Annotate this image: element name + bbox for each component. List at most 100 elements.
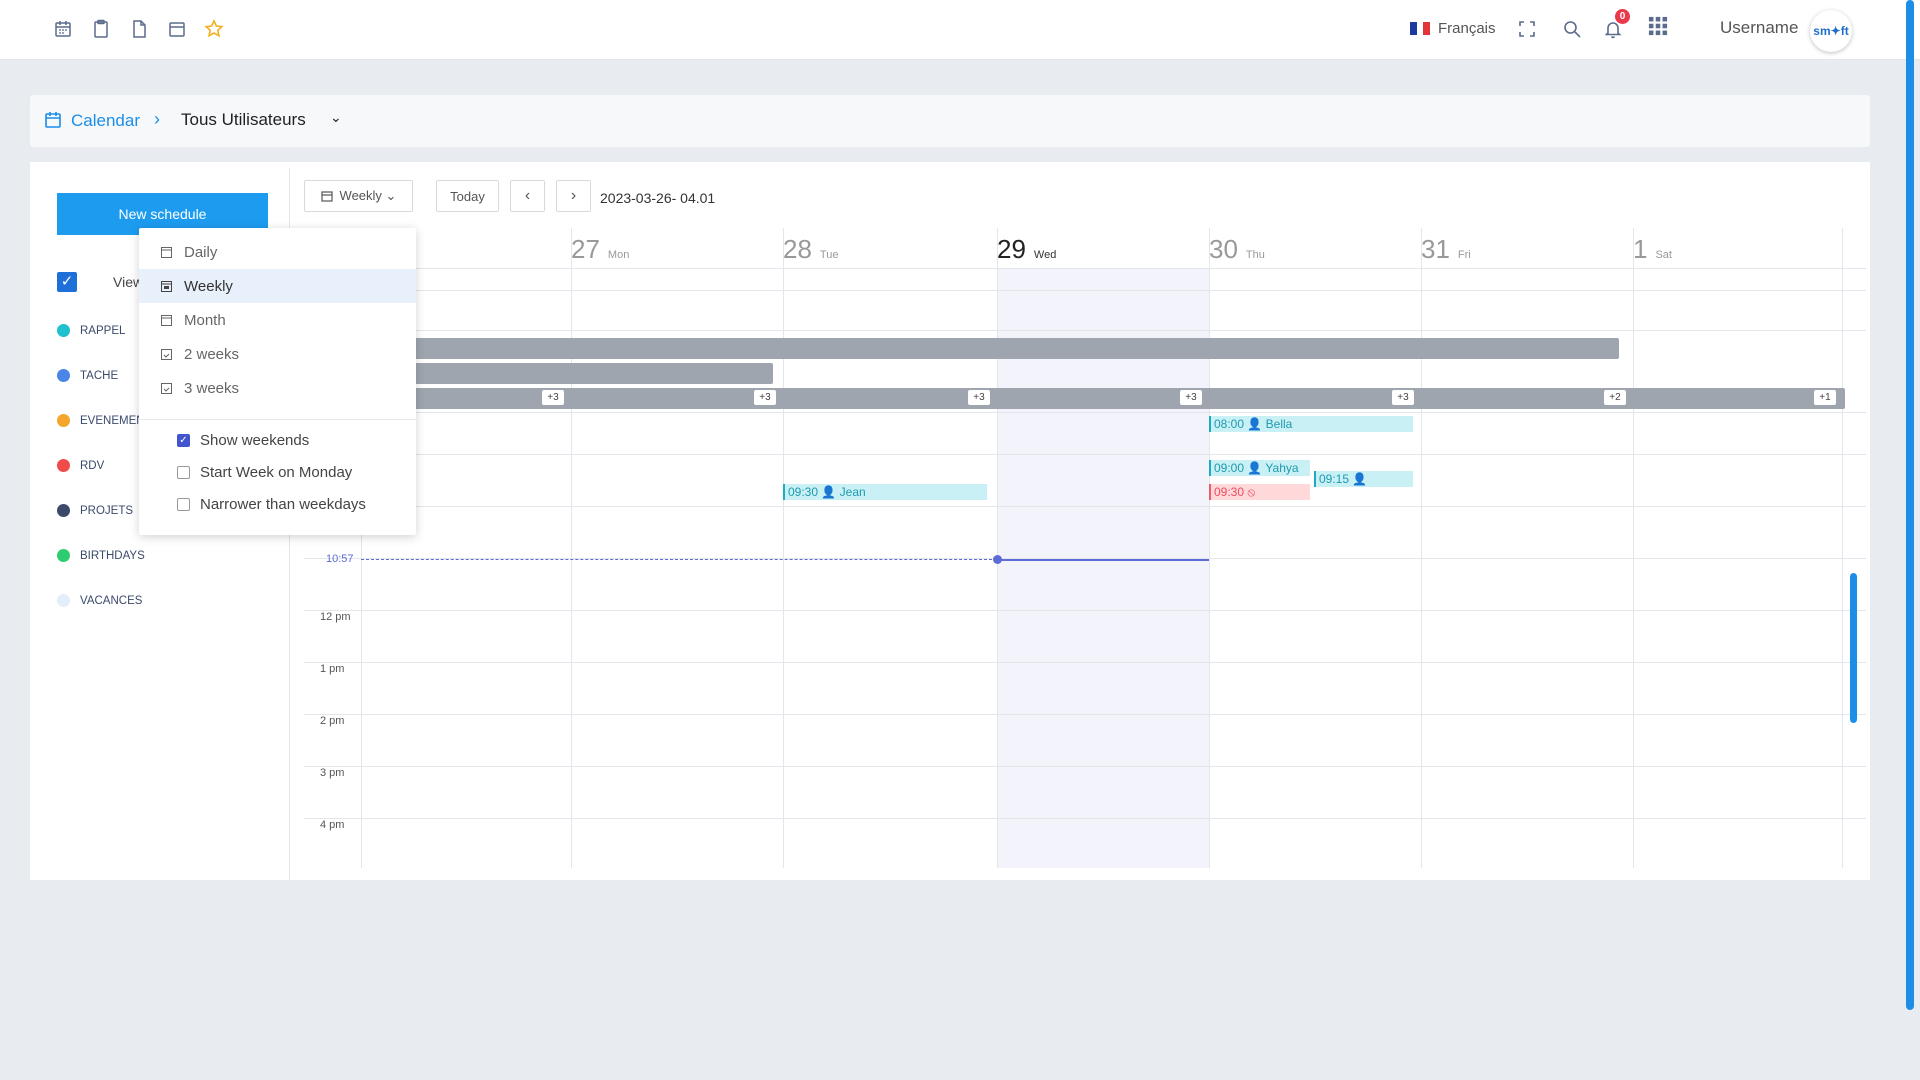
menu-item-2-weeks[interactable]: 2 weeks [139, 337, 416, 371]
chevron-down-icon[interactable]: ⌄ [330, 109, 342, 125]
calendar-scrollbar[interactable] [1850, 573, 1857, 723]
view-dropdown-menu: Daily Weekly Month 2 weeks 3 weeks ✓ Sho… [139, 228, 416, 535]
top-bar: Français 0 Username sm✦ft [0, 0, 1920, 60]
more-count[interactable]: +3 [754, 390, 776, 405]
legend-item-vacances[interactable]: VACANCES [57, 594, 142, 607]
option-narrower-weekends[interactable]: Narrower than weekdays [177, 496, 366, 513]
language-label: Français [1438, 20, 1496, 37]
day-header-thu[interactable]: 30 Thu [1209, 234, 1265, 264]
day-header-wed[interactable]: 29 Wed [997, 234, 1057, 264]
calendar-icon [320, 191, 333, 202]
prev-button[interactable]: ‹ [510, 180, 545, 212]
grid-line [304, 412, 1866, 413]
more-count[interactable]: +3 [1180, 390, 1202, 405]
menu-item-3-weeks[interactable]: 3 weeks [139, 371, 416, 405]
more-count[interactable]: +2 [1604, 390, 1626, 405]
file-icon[interactable] [129, 19, 149, 41]
more-count[interactable]: +1 [1814, 390, 1836, 405]
current-time-line-today [997, 559, 1209, 561]
bell-icon[interactable] [1603, 19, 1623, 41]
legend-dot [57, 594, 70, 607]
username[interactable]: Username [1720, 18, 1799, 37]
legend-item-rappel[interactable]: RAPPEL [57, 324, 125, 337]
grid-line [304, 818, 1866, 819]
breadcrumb-current[interactable]: Tous Utilisateurs [181, 110, 306, 129]
calendar-check-icon [161, 383, 172, 394]
view-select-label: Weekly ⌄ [339, 188, 397, 203]
allday-event[interactable]: ration [361, 363, 773, 384]
legend-item-evenement[interactable]: EVENEMENT [57, 414, 152, 427]
calendar-icon [161, 281, 172, 292]
date-range: 2023-03-26- 04.01 [600, 190, 716, 206]
option-start-week-monday[interactable]: Start Week on Monday [177, 464, 352, 481]
day-header-mon[interactable]: 27 Mon [571, 234, 630, 264]
legend-dot [57, 504, 70, 517]
next-button[interactable]: › [556, 180, 591, 212]
grid-line [304, 268, 1866, 269]
legend-item-tache[interactable]: TACHE [57, 369, 118, 382]
legend-item-rdv[interactable]: RDV [57, 459, 104, 472]
avatar[interactable]: sm✦ft [1810, 10, 1852, 52]
checkbox-unchecked[interactable] [177, 498, 190, 511]
current-time-label: 10:57 [326, 553, 354, 565]
checkbox-checked[interactable]: ✓ [177, 434, 190, 447]
star-icon[interactable] [204, 19, 224, 41]
legend-item-projets[interactable]: PROJETS [57, 504, 133, 517]
event[interactable]: 08:00 👤 Bella [1209, 416, 1413, 432]
view-all-checkbox[interactable]: ✓ [57, 272, 77, 292]
flag-icon [1410, 22, 1431, 35]
today-button[interactable]: Today [436, 180, 499, 212]
allday-event[interactable]: ar [361, 338, 1619, 359]
more-count[interactable]: +3 [542, 390, 564, 405]
grid-line [304, 330, 1866, 331]
view-select[interactable]: Weekly ⌄ [304, 180, 413, 212]
legend-item-birthdays[interactable]: BIRTHDAYS [57, 549, 145, 562]
hour-label: 3 pm [320, 767, 345, 779]
grid-line [304, 610, 1866, 611]
calendar-icon [161, 315, 172, 326]
language-selector[interactable]: Français [1410, 20, 1496, 37]
event[interactable]: 09:30 👤 Jean [783, 484, 987, 500]
page-scrollbar[interactable] [1906, 0, 1914, 1010]
window-icon[interactable] [167, 19, 187, 41]
event[interactable]: 09:00 👤 Yahya [1209, 460, 1310, 476]
clipboard-icon[interactable] [91, 19, 111, 41]
menu-item-daily[interactable]: Daily [139, 235, 416, 269]
breadcrumb: Calendar › Tous Utilisateurs ⌄ [30, 95, 1870, 147]
grid-line [361, 228, 362, 868]
grid-line [1209, 228, 1210, 868]
event[interactable]: 09:30 ⦸ [1209, 484, 1310, 500]
current-time-line [361, 559, 997, 560]
day-header-fri[interactable]: 31 Fri [1421, 234, 1471, 264]
day-header-sat[interactable]: 1 Sat [1633, 234, 1672, 264]
legend-dot [57, 459, 70, 472]
more-count[interactable]: +3 [968, 390, 990, 405]
notification-badge: 0 [1615, 9, 1630, 24]
legend-dot [57, 549, 70, 562]
breadcrumb-calendar-link[interactable]: Calendar [71, 111, 140, 130]
apps-grid-icon[interactable] [1648, 16, 1668, 38]
grid-line [304, 290, 1866, 291]
more-count[interactable]: +3 [1392, 390, 1414, 405]
legend-dot [57, 414, 70, 427]
menu-item-month[interactable]: Month [139, 303, 416, 337]
fullscreen-icon[interactable] [1517, 19, 1537, 41]
day-header-tue[interactable]: 28 Tue [783, 234, 839, 264]
grid-line [304, 454, 1866, 455]
calendar-icon[interactable] [53, 19, 73, 41]
menu-divider [139, 419, 416, 420]
grid-line [783, 228, 784, 868]
grid-line [571, 228, 572, 868]
grid-line [304, 766, 1866, 767]
today-column [997, 268, 1209, 868]
grid-line [304, 558, 1866, 559]
grid-line [304, 662, 1866, 663]
menu-item-weekly[interactable]: Weekly [139, 269, 416, 303]
event[interactable]: 09:15 👤 [1314, 471, 1413, 487]
hour-label: 12 pm [320, 611, 351, 623]
checkbox-unchecked[interactable] [177, 466, 190, 479]
option-show-weekends[interactable]: ✓ Show weekends [177, 432, 309, 449]
calendar-icon [44, 111, 62, 129]
grid-line [304, 506, 1866, 507]
search-icon[interactable] [1562, 19, 1582, 41]
